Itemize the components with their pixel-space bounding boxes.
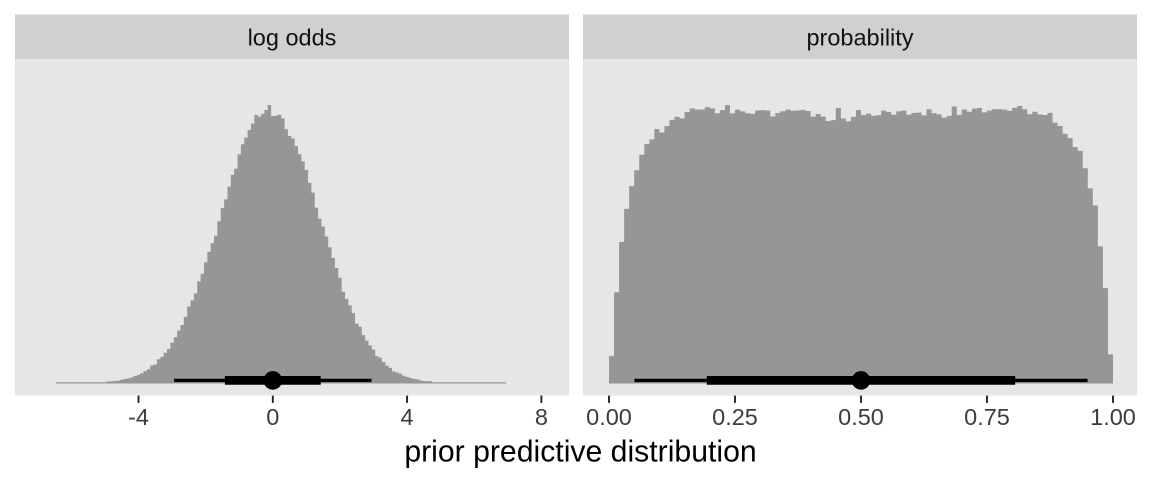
svg-text:1.00: 1.00 <box>1090 404 1136 430</box>
svg-text:log odds: log odds <box>248 25 337 51</box>
svg-text:0.00: 0.00 <box>586 404 632 430</box>
svg-text:0.75: 0.75 <box>964 404 1010 430</box>
svg-text:4: 4 <box>401 404 414 430</box>
svg-text:8: 8 <box>535 404 548 430</box>
svg-text:0.50: 0.50 <box>838 404 884 430</box>
svg-text:-4: -4 <box>128 404 149 430</box>
svg-text:0: 0 <box>266 404 279 430</box>
svg-text:0.25: 0.25 <box>712 404 758 430</box>
svg-text:prior predictive distribution: prior predictive distribution <box>404 436 756 469</box>
svg-text:probability: probability <box>806 25 913 51</box>
